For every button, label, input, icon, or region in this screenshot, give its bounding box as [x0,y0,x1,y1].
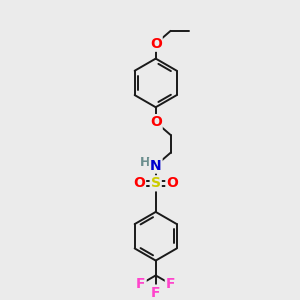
Text: O: O [133,176,145,190]
Text: O: O [150,115,162,129]
Text: F: F [136,277,146,291]
Text: N: N [150,159,161,172]
Text: O: O [150,37,162,51]
Text: O: O [167,176,178,190]
Text: H: H [140,156,150,169]
Text: F: F [166,277,175,291]
Text: S: S [151,176,161,190]
Text: F: F [151,286,160,300]
